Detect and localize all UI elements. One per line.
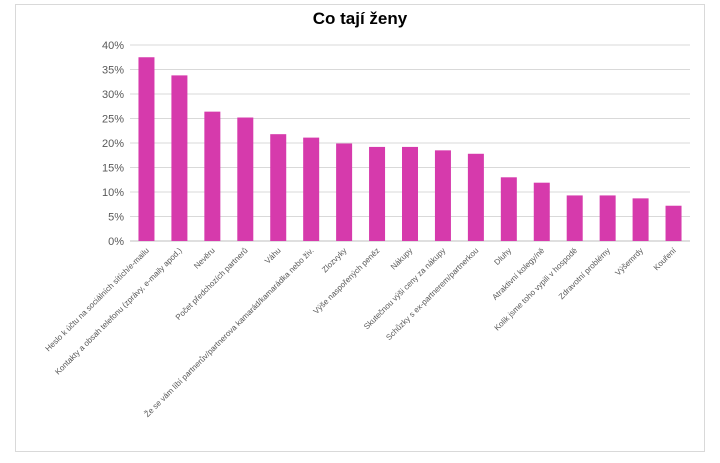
chart-title: Co tají ženy: [312, 9, 408, 28]
x-category-label: Nákupy: [389, 246, 415, 272]
bar: [171, 75, 188, 241]
y-tick-label: 20%: [102, 138, 124, 150]
y-tick-label: 35%: [102, 65, 124, 77]
x-category-label: Kouření: [652, 246, 679, 273]
bar: [434, 150, 451, 241]
y-tick-label: 0%: [108, 236, 124, 248]
y-tick-label: 30%: [102, 89, 124, 101]
bar: [665, 205, 682, 241]
chart-frame: [15, 4, 705, 452]
bar: [467, 153, 484, 241]
x-axis-labels: Heslo k účtu na sociálních sítích/e-mail…: [44, 246, 679, 419]
x-category-label: Výše naspořených peněz: [312, 246, 382, 316]
y-tick-label: 5%: [108, 212, 124, 224]
x-category-label: Výšemrdy: [613, 246, 645, 278]
x-category-label: Zlozvyky: [320, 246, 348, 274]
bar: [599, 195, 616, 241]
x-category-label: Počet předchozích partnerů: [174, 246, 250, 322]
bars: [138, 57, 682, 241]
bar: [369, 146, 386, 241]
bar: [237, 117, 254, 241]
bar: [303, 137, 320, 241]
bar: [566, 195, 583, 241]
x-category-label: Dluhy: [492, 246, 513, 267]
bar: [500, 177, 517, 241]
y-axis-ticks: 0% 5% 10% 15% 20% 25% 30% 35% 40%: [102, 40, 124, 248]
y-tick-label: 40%: [102, 40, 124, 52]
y-tick-label: 10%: [102, 187, 124, 199]
y-tick-label: 25%: [102, 114, 124, 126]
x-category-label: Kontakty a obsah telefonu (zprávy, e-mai…: [53, 246, 184, 377]
x-category-label: Nevěru: [192, 246, 217, 271]
bar: [402, 146, 418, 241]
bar: [138, 57, 155, 241]
bar: [632, 198, 649, 241]
y-tick-label: 15%: [102, 163, 124, 175]
bar: [533, 182, 550, 241]
x-category-label: Váhu: [263, 246, 283, 266]
bar: [204, 111, 221, 241]
bar: [336, 143, 353, 241]
bar: [270, 134, 287, 241]
